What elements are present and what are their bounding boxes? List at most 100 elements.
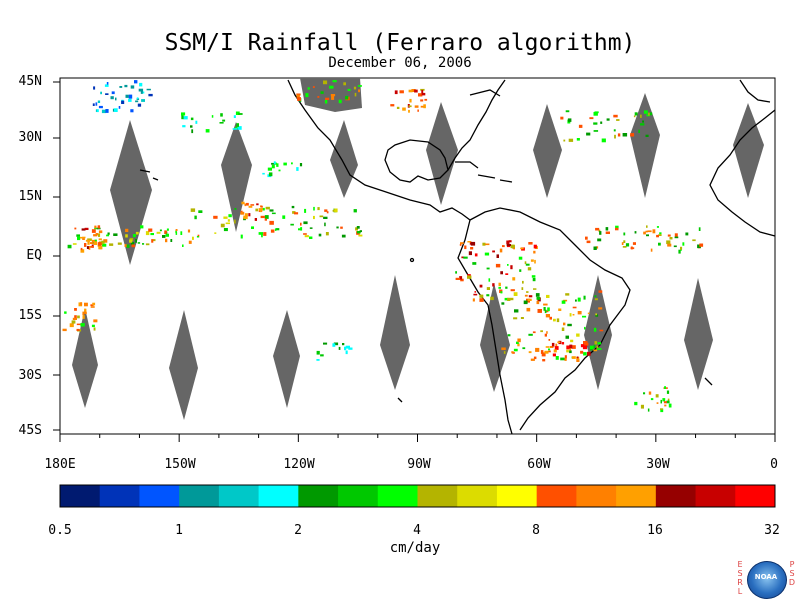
rain-cell bbox=[528, 295, 533, 298]
rain-cell bbox=[263, 232, 267, 236]
rain-cell bbox=[614, 134, 616, 139]
rain-cell bbox=[536, 297, 541, 300]
rain-cell bbox=[353, 209, 357, 213]
rain-cell bbox=[121, 100, 125, 104]
rain-cell bbox=[484, 252, 490, 256]
rain-cell bbox=[309, 236, 313, 239]
rain-cell bbox=[80, 236, 83, 239]
rain-cell bbox=[561, 300, 566, 304]
rain-cell bbox=[656, 226, 659, 228]
rain-cell bbox=[182, 125, 186, 128]
rain-cell bbox=[320, 91, 324, 94]
rain-cell bbox=[104, 84, 109, 87]
lon-label-150w: 150W bbox=[164, 457, 196, 472]
rain-cell bbox=[505, 273, 509, 275]
rain-cell bbox=[501, 347, 506, 351]
rain-cell bbox=[105, 109, 109, 113]
rain-cell bbox=[423, 104, 426, 109]
rain-cell bbox=[269, 209, 274, 212]
rain-cell bbox=[251, 226, 254, 229]
rain-cell bbox=[500, 271, 503, 275]
rain-cell bbox=[114, 108, 118, 112]
coastline-gulf-mexico bbox=[384, 139, 449, 183]
rain-cell bbox=[243, 215, 248, 220]
rain-cell bbox=[642, 120, 644, 123]
rain-cell bbox=[577, 311, 582, 315]
rain-cell bbox=[258, 232, 263, 235]
rain-cell bbox=[101, 109, 106, 114]
rain-cell bbox=[74, 227, 77, 230]
colorbar-swatch bbox=[417, 485, 458, 507]
rain-cell bbox=[82, 238, 85, 240]
colorbar-swatch bbox=[576, 485, 617, 507]
rain-cell bbox=[313, 206, 315, 211]
rain-cell bbox=[532, 331, 536, 334]
colorbar-swatch bbox=[338, 485, 379, 507]
rain-cell bbox=[76, 234, 80, 237]
rain-cell bbox=[241, 201, 245, 205]
colorbar-swatch bbox=[616, 485, 657, 507]
rain-cell bbox=[100, 91, 102, 95]
rain-cell bbox=[222, 119, 226, 122]
colorbar-swatch bbox=[457, 485, 498, 507]
rain-cell bbox=[613, 129, 616, 132]
lat-label-45s: 45S bbox=[18, 423, 42, 438]
rain-cell bbox=[420, 99, 424, 102]
rain-cell bbox=[420, 105, 425, 108]
rain-cell bbox=[517, 338, 521, 343]
rain-cell bbox=[593, 349, 598, 352]
rain-cell bbox=[555, 356, 559, 360]
coastline-central-america bbox=[287, 79, 471, 221]
rain-cell bbox=[622, 246, 627, 248]
rain-cell bbox=[205, 129, 210, 133]
rain-cell bbox=[510, 289, 515, 292]
rain-cell bbox=[525, 263, 530, 266]
rain-cell bbox=[599, 329, 604, 332]
rain-cell bbox=[137, 103, 142, 107]
rain-cell bbox=[319, 215, 324, 218]
rain-cell bbox=[470, 247, 474, 250]
rain-cell bbox=[329, 85, 334, 89]
swath-gap bbox=[72, 308, 98, 408]
rain-cell bbox=[680, 246, 683, 250]
rain-cell bbox=[666, 240, 671, 245]
rain-cell bbox=[650, 398, 654, 401]
rain-cell bbox=[544, 309, 547, 314]
rain-cell bbox=[237, 126, 242, 130]
rain-cell bbox=[94, 225, 97, 229]
rain-cell bbox=[332, 343, 336, 347]
rain-cell bbox=[547, 307, 550, 312]
rain-cell bbox=[97, 225, 101, 229]
rain-cell bbox=[142, 243, 145, 245]
rain-cell bbox=[267, 167, 272, 171]
rain-cell bbox=[62, 328, 67, 332]
rain-cell bbox=[165, 233, 169, 237]
rain-cell bbox=[313, 215, 315, 220]
colorbar-swatch bbox=[655, 485, 697, 507]
rain-cell bbox=[125, 234, 128, 238]
rain-cell bbox=[533, 356, 537, 360]
rain-cell bbox=[564, 357, 567, 361]
rain-cell bbox=[585, 236, 588, 240]
rain-cell bbox=[96, 109, 99, 113]
rain-cell bbox=[508, 240, 512, 243]
rain-cell bbox=[640, 404, 644, 409]
rain-cell bbox=[340, 226, 343, 229]
rain-cell bbox=[80, 247, 83, 251]
rain-cell bbox=[402, 107, 406, 111]
rain-cell bbox=[623, 240, 626, 243]
rain-cell bbox=[461, 256, 465, 259]
rain-cell bbox=[408, 89, 413, 93]
rain-cell bbox=[90, 304, 94, 307]
colorbar-label-16: 16 bbox=[647, 523, 663, 538]
rain-cell bbox=[543, 303, 548, 306]
rain-cell bbox=[598, 290, 603, 293]
rain-cell bbox=[148, 228, 153, 232]
rain-cell bbox=[125, 94, 129, 98]
rain-cell bbox=[566, 345, 570, 350]
rain-cell bbox=[84, 227, 89, 230]
rain-cell bbox=[296, 94, 300, 99]
rain-cell bbox=[482, 242, 486, 246]
rain-cell bbox=[565, 293, 570, 296]
rain-cell bbox=[278, 169, 281, 172]
